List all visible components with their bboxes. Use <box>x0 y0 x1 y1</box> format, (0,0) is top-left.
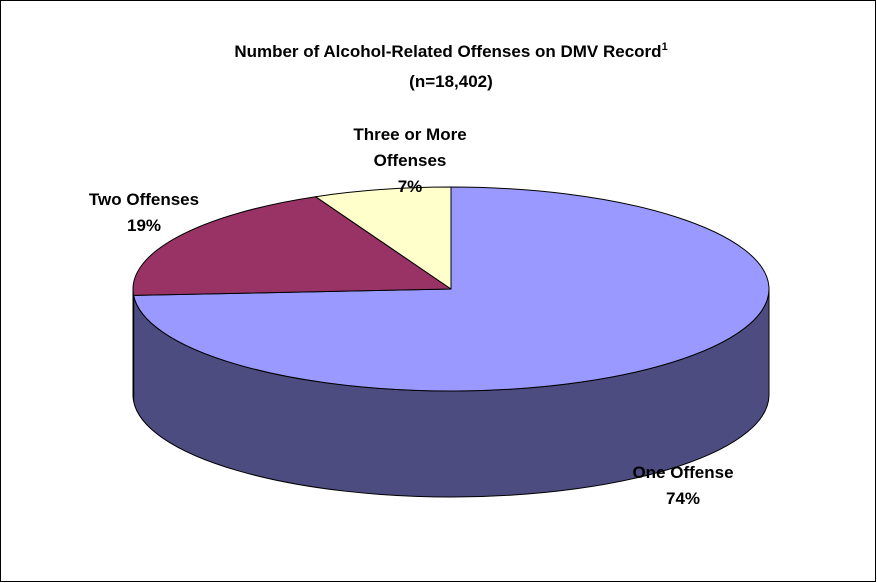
pie-tops <box>132 186 770 392</box>
pie-labels: One Offense 74% Two Offenses 19% Three or Mo… <box>89 125 734 508</box>
pie-slice <box>315 186 452 290</box>
slice-name-label: Two Offenses <box>89 190 199 209</box>
chart-subtitle: (n=18,402) <box>409 72 493 91</box>
slice-name-label: One Offense <box>632 463 733 482</box>
slice-name-label: Three or More <box>353 125 466 144</box>
pie-slice-side <box>132 288 135 402</box>
chart-title-text: Number of Alcohol-Related Offenses on DM… <box>234 42 661 61</box>
chart-title-superscript: 1 <box>662 41 668 53</box>
slice-name-label: Offenses <box>374 151 447 170</box>
pie-slice <box>132 196 452 296</box>
slice-value-label: 74% <box>666 489 700 508</box>
slice-value-label: 19% <box>127 216 161 235</box>
slice-value-label: 7% <box>398 177 423 196</box>
chart-title: Number of Alcohol-Related Offenses on DM… <box>234 41 667 61</box>
